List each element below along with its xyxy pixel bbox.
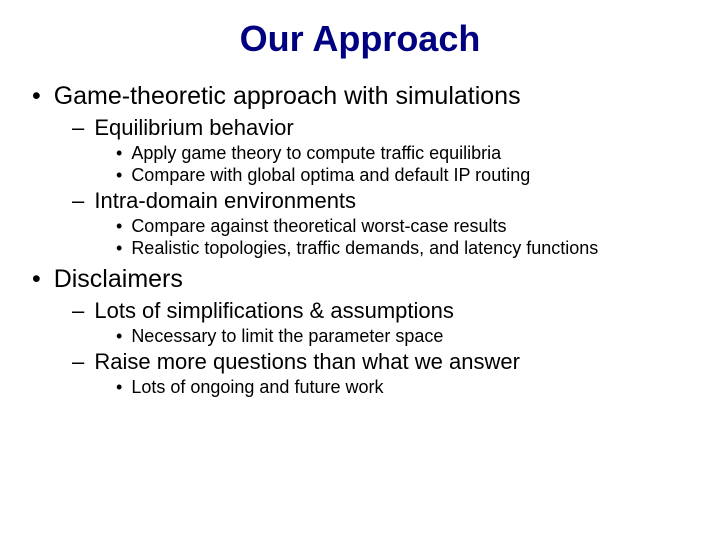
bullet-l2: Intra-domain environments: [72, 188, 696, 214]
slide-title: Our Approach: [24, 18, 696, 60]
slide: Our Approach Game-theoretic approach wit…: [0, 0, 720, 540]
bullet-l3: Necessary to limit the parameter space: [116, 326, 696, 347]
bullet-l3: Compare with global optima and default I…: [116, 165, 696, 186]
bullet-l3: Compare against theoretical worst-case r…: [116, 216, 696, 237]
bullet-l2: Raise more questions than what we answer: [72, 349, 696, 375]
bullet-l2: Lots of simplifications & assumptions: [72, 298, 696, 324]
bullet-l1: Disclaimers: [32, 265, 696, 294]
bullet-l3: Realistic topologies, traffic demands, a…: [116, 238, 696, 259]
bullet-l2: Equilibrium behavior: [72, 115, 696, 141]
bullet-l3: Lots of ongoing and future work: [116, 377, 696, 398]
bullet-l1: Game-theoretic approach with simulations: [32, 82, 696, 111]
bullet-l3: Apply game theory to compute traffic equ…: [116, 143, 696, 164]
